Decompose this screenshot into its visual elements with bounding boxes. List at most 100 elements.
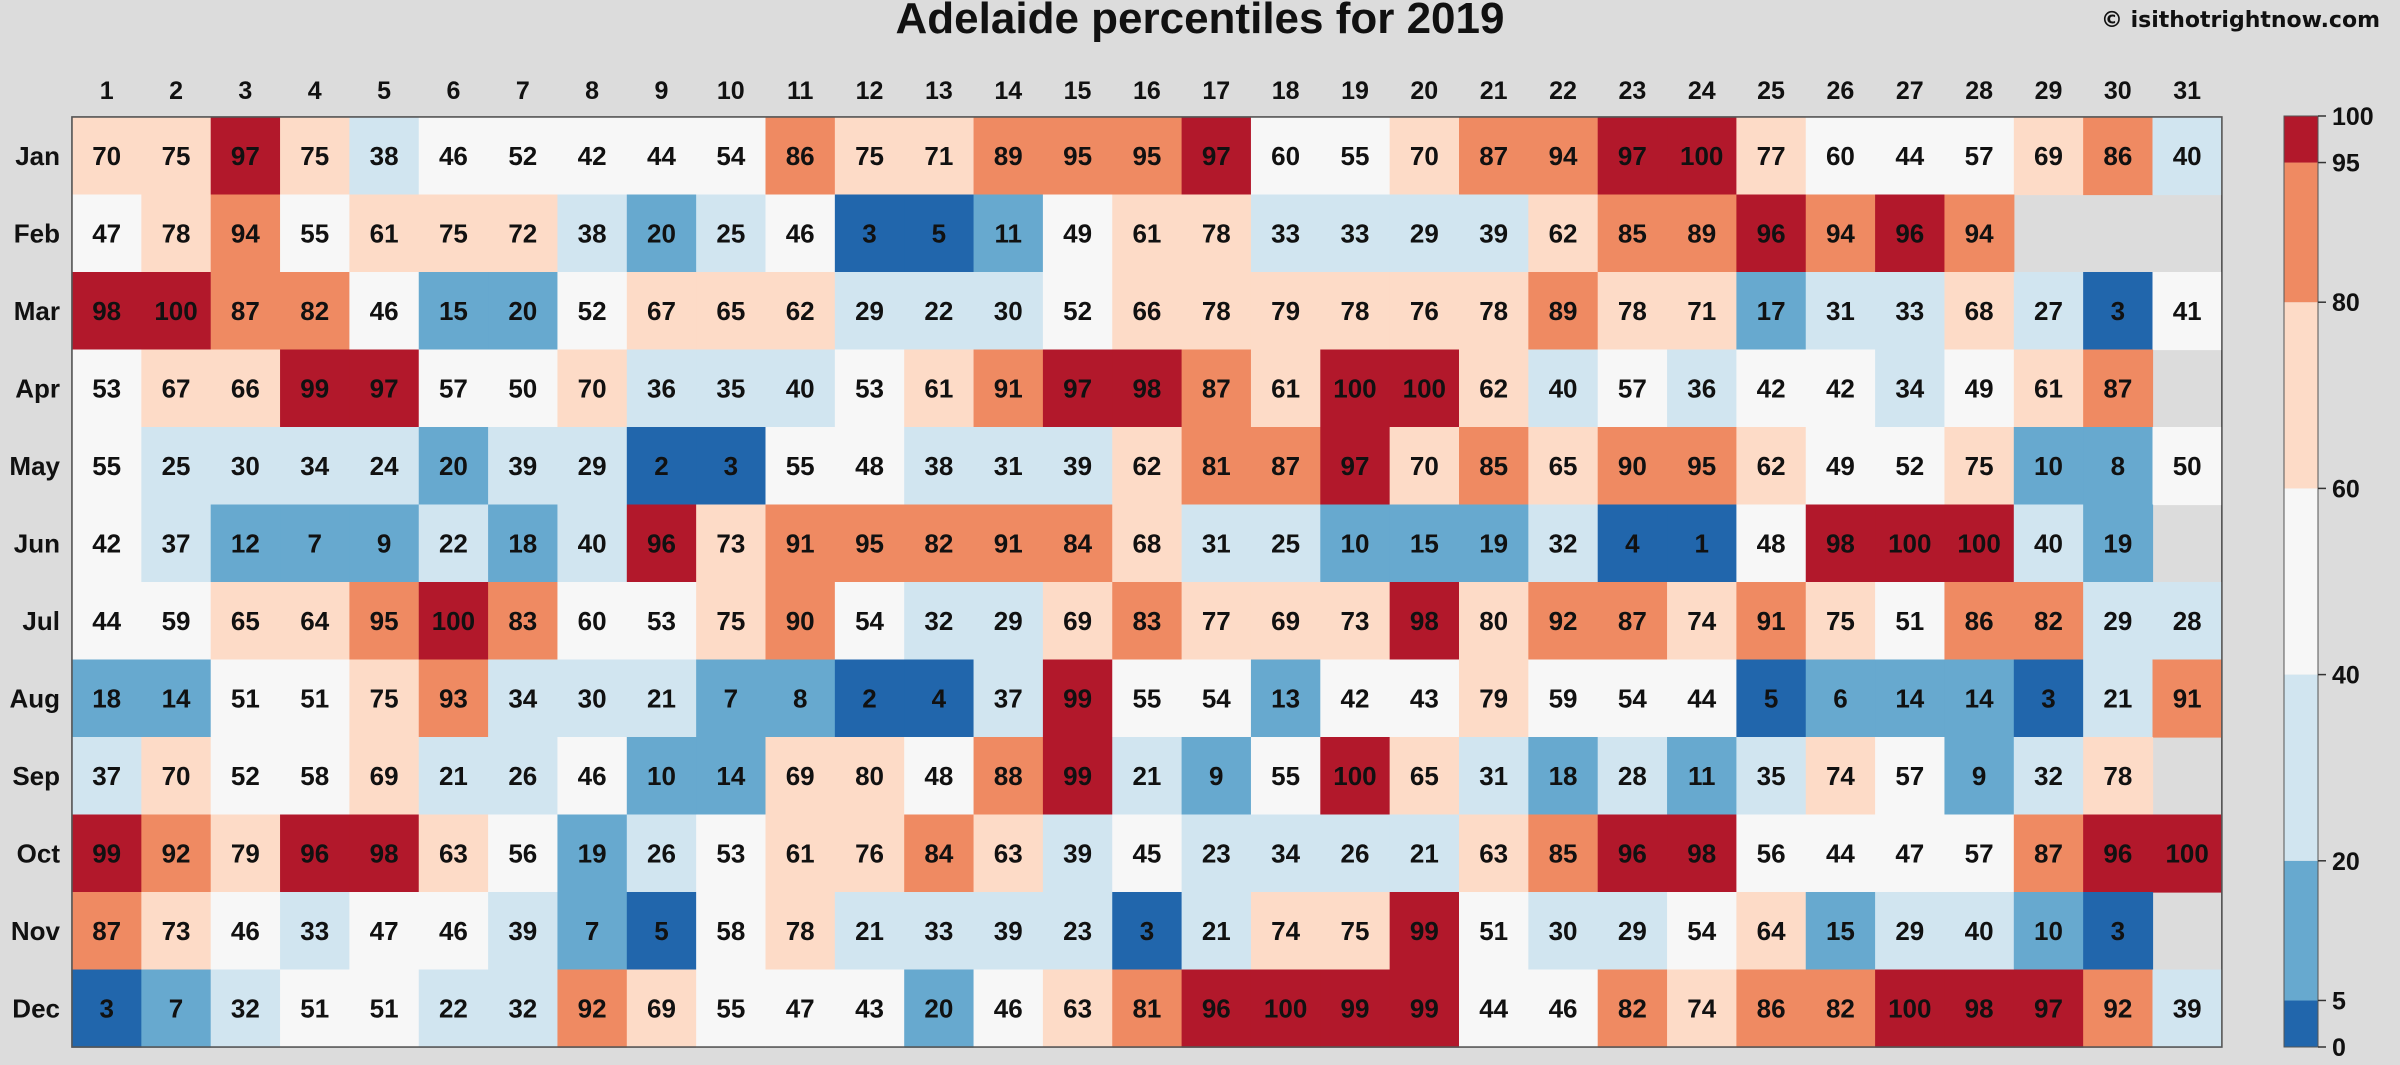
heatmap-cell (1459, 194, 1529, 273)
cell-value-label: 29 (578, 451, 607, 481)
heatmap-cell (210, 814, 281, 893)
heatmap-cell (349, 504, 420, 583)
heatmap-cell (1875, 427, 1946, 506)
heatmap-cell (1805, 272, 1876, 351)
cell-value-label: 72 (508, 218, 537, 248)
cell-value-label: 67 (162, 373, 191, 403)
colorbar-tick-label: 5 (2332, 987, 2346, 1015)
cell-value-label: 30 (578, 683, 607, 713)
cell-value-label: 57 (439, 373, 468, 403)
cell-value-label: 14 (1895, 683, 1924, 713)
heatmap-cell (1320, 969, 1391, 1048)
cell-value-label: 39 (1063, 838, 1092, 868)
cell-value-label: 87 (1618, 606, 1647, 636)
cell-value-label: 100 (1403, 373, 1446, 403)
cell-value-label: 9 (1209, 761, 1223, 791)
cell-value-label: 74 (1826, 761, 1855, 791)
heatmap-cell (72, 892, 142, 971)
heatmap-cell (488, 737, 559, 816)
heatmap-cell (2013, 504, 2084, 583)
cell-value-label: 54 (1202, 683, 1231, 713)
cell-value-label: 11 (1688, 761, 1716, 791)
heatmap-cell (1805, 814, 1876, 893)
cell-value-label: 99 (1063, 683, 1092, 713)
heatmap-cell (418, 582, 489, 661)
cell-value-label: 29 (855, 296, 884, 326)
heatmap-cell (696, 814, 767, 893)
heatmap-cell (696, 659, 767, 738)
day-tick-label: 13 (925, 77, 953, 105)
cell-value-label: 33 (1895, 296, 1924, 326)
cell-value-label: 86 (2103, 141, 2132, 171)
cell-value-label: 55 (716, 993, 745, 1023)
cell-value-label: 98 (370, 838, 399, 868)
cell-value-label: 62 (1479, 373, 1508, 403)
heatmap-cell (1042, 504, 1113, 583)
cell-value-label: 61 (786, 838, 815, 868)
cell-value-label: 44 (1687, 683, 1716, 713)
cell-value-label: 52 (578, 296, 607, 326)
cell-value-label: 100 (154, 296, 197, 326)
heatmap-cell (141, 969, 212, 1048)
cell-value-label: 83 (508, 606, 537, 636)
cell-value-label: 87 (1479, 141, 1508, 171)
month-tick-label: Apr (15, 373, 60, 403)
cell-value-label: 62 (1549, 218, 1578, 248)
heatmap-cell (2083, 349, 2154, 428)
heatmap-cell (1389, 737, 1460, 816)
cell-value-label: 54 (1687, 916, 1716, 946)
heatmap-grid: 70 75 97 75 38 46 52 42 44 54 86 75 71 89 95 95 97 60 55 70… (71, 116, 2223, 1048)
heatmap-cell (626, 194, 697, 273)
heatmap-cell (1736, 504, 1807, 583)
cell-value-label: 80 (1479, 606, 1508, 636)
cell-value-label: 59 (1549, 683, 1578, 713)
heatmap-cell (696, 582, 767, 661)
heatmap-cell (1459, 737, 1529, 816)
cell-value-label: 77 (1757, 141, 1786, 171)
cell-value-label: 34 (508, 683, 537, 713)
heatmap-cell (418, 427, 489, 506)
cell-value-label: 21 (855, 916, 884, 946)
heatmap-cell (349, 427, 420, 506)
cell-value-label: 96 (1618, 838, 1647, 868)
day-tick-label: 11 (787, 77, 814, 105)
cell-value-label: 97 (2034, 993, 2063, 1023)
day-tick-label: 27 (1896, 77, 1924, 105)
cell-value-label: 87 (2103, 373, 2132, 403)
heatmap-cell (488, 272, 559, 351)
heatmap-cell (1459, 427, 1529, 506)
cell-value-label: 75 (439, 218, 468, 248)
heatmap-cell (418, 194, 489, 273)
cell-value-label: 14 (162, 683, 191, 713)
heatmap-cell (1875, 272, 1946, 351)
cell-value-label: 47 (1895, 838, 1924, 868)
cell-value-label: 96 (2103, 838, 2132, 868)
heatmap-cell (557, 969, 628, 1048)
cell-value-label: 37 (162, 528, 191, 558)
heatmap-cell (1597, 194, 1668, 273)
cell-value-label: 96 (300, 838, 329, 868)
cell-value-label: 22 (924, 296, 953, 326)
day-tick-label: 28 (1965, 77, 1993, 105)
cell-value-label: 99 (1063, 761, 1092, 791)
heatmap-cell (72, 117, 142, 196)
cell-value-label: 49 (1063, 218, 1092, 248)
cell-value-label: 95 (1132, 141, 1161, 171)
day-tick-label: 12 (856, 77, 884, 105)
heatmap-cell (765, 737, 836, 816)
cell-value-label: 46 (994, 993, 1023, 1023)
cell-value-label: 1 (1694, 528, 1708, 558)
day-tick-label: 29 (2035, 77, 2063, 105)
heatmap-cell (1250, 582, 1321, 661)
cell-value-label: 96 (1202, 993, 1231, 1023)
cell-value-label: 3 (2041, 683, 2055, 713)
cell-value-label: 12 (231, 528, 260, 558)
cell-value-label: 66 (1132, 296, 1161, 326)
cell-value-label: 79 (1271, 296, 1300, 326)
cell-value-label: 39 (1063, 451, 1092, 481)
heatmap-cell (488, 814, 559, 893)
heatmap-cell (1528, 117, 1599, 196)
heatmap-cell (973, 117, 1044, 196)
cell-value-label: 7 (585, 916, 599, 946)
heatmap-cell (1597, 117, 1668, 196)
